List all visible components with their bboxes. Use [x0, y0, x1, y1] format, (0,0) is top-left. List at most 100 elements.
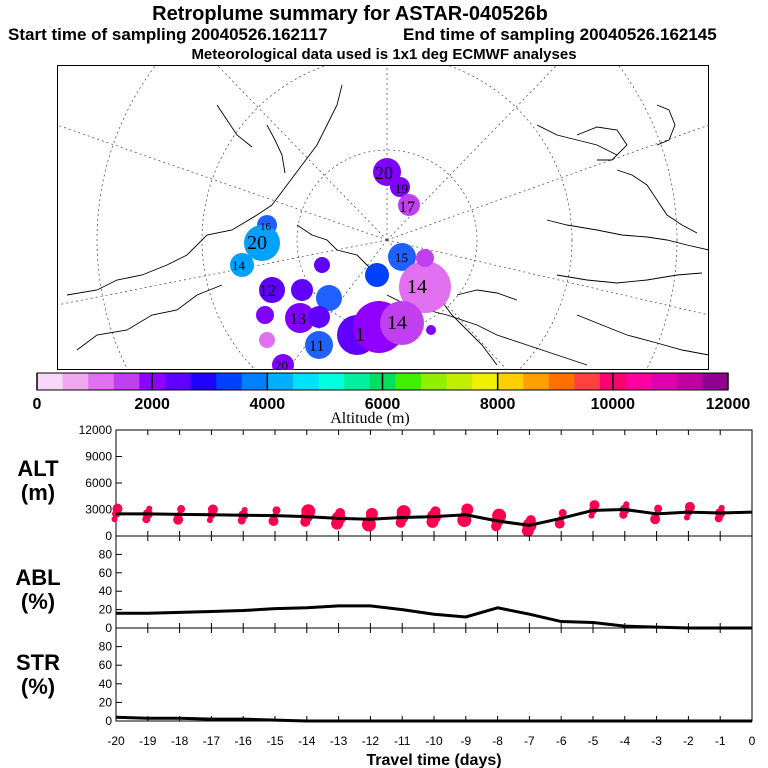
colorbar-cell [497, 373, 524, 390]
panel-abl: 0 20 40 60 80 [99, 535, 753, 635]
scatter-point [177, 505, 186, 514]
x-tick-label: -20 [107, 734, 125, 748]
plume-marker [316, 285, 342, 311]
series-line-alt [116, 507, 753, 527]
colorbar-cell [164, 373, 192, 390]
plume-marker [291, 279, 313, 301]
plume-label: 14 [232, 258, 246, 273]
colorbar-cell [318, 373, 345, 390]
plume-label: 20 [275, 358, 288, 370]
plume-marker [244, 225, 280, 261]
scatter-point [301, 504, 316, 519]
plume-label: 1 [355, 324, 365, 346]
plume-label: 12 [259, 281, 276, 300]
x-tick-label: -16 [235, 734, 253, 748]
x-tick-label: -10 [425, 734, 443, 748]
x-tick-label: -12 [362, 734, 380, 748]
plume-marker [285, 303, 315, 333]
plume-marker [272, 354, 294, 370]
x-tick-label: -2 [683, 734, 694, 748]
plume-label: 20 [247, 232, 267, 254]
y-tick-label: 9000 [85, 450, 112, 464]
time-series-panels: 030006000900012000020406080020406080-20-… [79, 425, 756, 768]
scatter-point [623, 501, 630, 508]
x-tick-label: -3 [651, 734, 662, 748]
abl-ylabel-unit: (%) [20, 589, 56, 614]
chart-title: Retroplume summary for ASTAR-040526b [152, 3, 548, 25]
str-panel-ylabel: STR (%) [10, 651, 66, 699]
colorbar-label: Altitude (m) [330, 410, 410, 427]
y-tick-label: 12000 [79, 425, 113, 437]
met-data-label: Meteorological data used is 1x1 deg ECMW… [191, 46, 577, 63]
abl-panel-ylabel: ABL (%) [10, 566, 66, 614]
colorbar-cell [113, 373, 140, 390]
scatter-point [207, 504, 218, 515]
start-time-label: Start time of sampling 20040526.162117 [8, 25, 328, 44]
plume-label: 19 [395, 181, 408, 196]
x-tick-label: -8 [492, 734, 503, 748]
x-tick-label: -6 [556, 734, 567, 748]
plume-label: 15 [395, 250, 408, 265]
x-tick-label: 0 [749, 734, 756, 748]
y-tick-label: 6000 [85, 476, 112, 490]
colorbar-tick-label: 12000 [706, 396, 751, 413]
coastlines [66, 84, 709, 366]
scatter-point [112, 503, 123, 514]
colorbar-cell [523, 373, 550, 390]
colorbar-cell [88, 373, 115, 390]
colorbar-cell [37, 373, 64, 390]
y-tick-label: 80 [99, 547, 113, 561]
colorbar-tick-label: 6000 [365, 396, 401, 413]
x-tick-labels: -20 -19 -18 -17 -16 -15 -14 -13 -12 -11 -10 -9 -8 -7-… [107, 734, 755, 748]
plume-label: 17 [399, 199, 415, 216]
end-time-label: End time of sampling 20040526.162145 [403, 25, 717, 44]
x-tick-label: -7 [524, 734, 535, 748]
scatter-point [396, 505, 411, 520]
y-tick-label: 3000 [85, 503, 112, 517]
plume-label: 16 [260, 221, 272, 233]
x-tick-label: -15 [266, 734, 284, 748]
plume-label: 14 [407, 276, 427, 298]
y-tick-label: 20 [99, 695, 113, 709]
scatter-point [589, 500, 600, 511]
colorbar-cell [676, 373, 703, 390]
scatter-point [718, 504, 725, 511]
panel-alt: 0 3000 6000 9000 12000 [79, 425, 753, 543]
plume-marker [314, 257, 330, 273]
scatter-point [558, 509, 567, 518]
scatter-point [365, 507, 378, 520]
colorbar-cell [548, 373, 575, 390]
plume-marker [256, 306, 274, 324]
colorbar-tick-label: 8000 [480, 396, 516, 413]
colorbar-cell [241, 373, 268, 390]
plume-marker [426, 325, 436, 335]
alt-ylabel: ALT [17, 456, 59, 481]
plume-labels: 20 19 17 20 16 14 12 15 14 14 13 11 1 20 [232, 163, 427, 370]
scatter-point [241, 506, 248, 513]
plume-marker [230, 253, 254, 277]
x-axis-label: Travel time (days) [366, 752, 501, 768]
colorbar-cell [216, 373, 243, 390]
scatter-point [146, 505, 153, 512]
plume-marker [380, 301, 424, 345]
alt-panel-ylabel: ALT (m) [10, 457, 66, 505]
plume-marker [388, 243, 416, 271]
x-tick-label: -9 [460, 734, 471, 748]
x-tick-label: -14 [298, 734, 316, 748]
series-line-abl [116, 604, 752, 630]
series-line-str [115, 715, 752, 723]
y-tick-label: 40 [99, 677, 113, 691]
str-ylabel: STR [16, 650, 60, 675]
scatter-point [684, 501, 695, 512]
y-tick-label: 60 [99, 658, 113, 672]
y-tick-label: 20 [99, 603, 113, 617]
colorbar-cell [472, 373, 499, 390]
colorbar-cell [395, 373, 422, 390]
retroplume-map: 20 19 17 20 16 14 12 15 14 14 13 11 1 20 [57, 65, 709, 370]
colorbar-cell [292, 373, 320, 390]
plume-label: 11 [309, 338, 324, 355]
colorbar-cell [446, 373, 473, 390]
colorbar-cell [190, 373, 217, 390]
scatter-point [430, 506, 441, 517]
plume-marker [399, 261, 451, 313]
